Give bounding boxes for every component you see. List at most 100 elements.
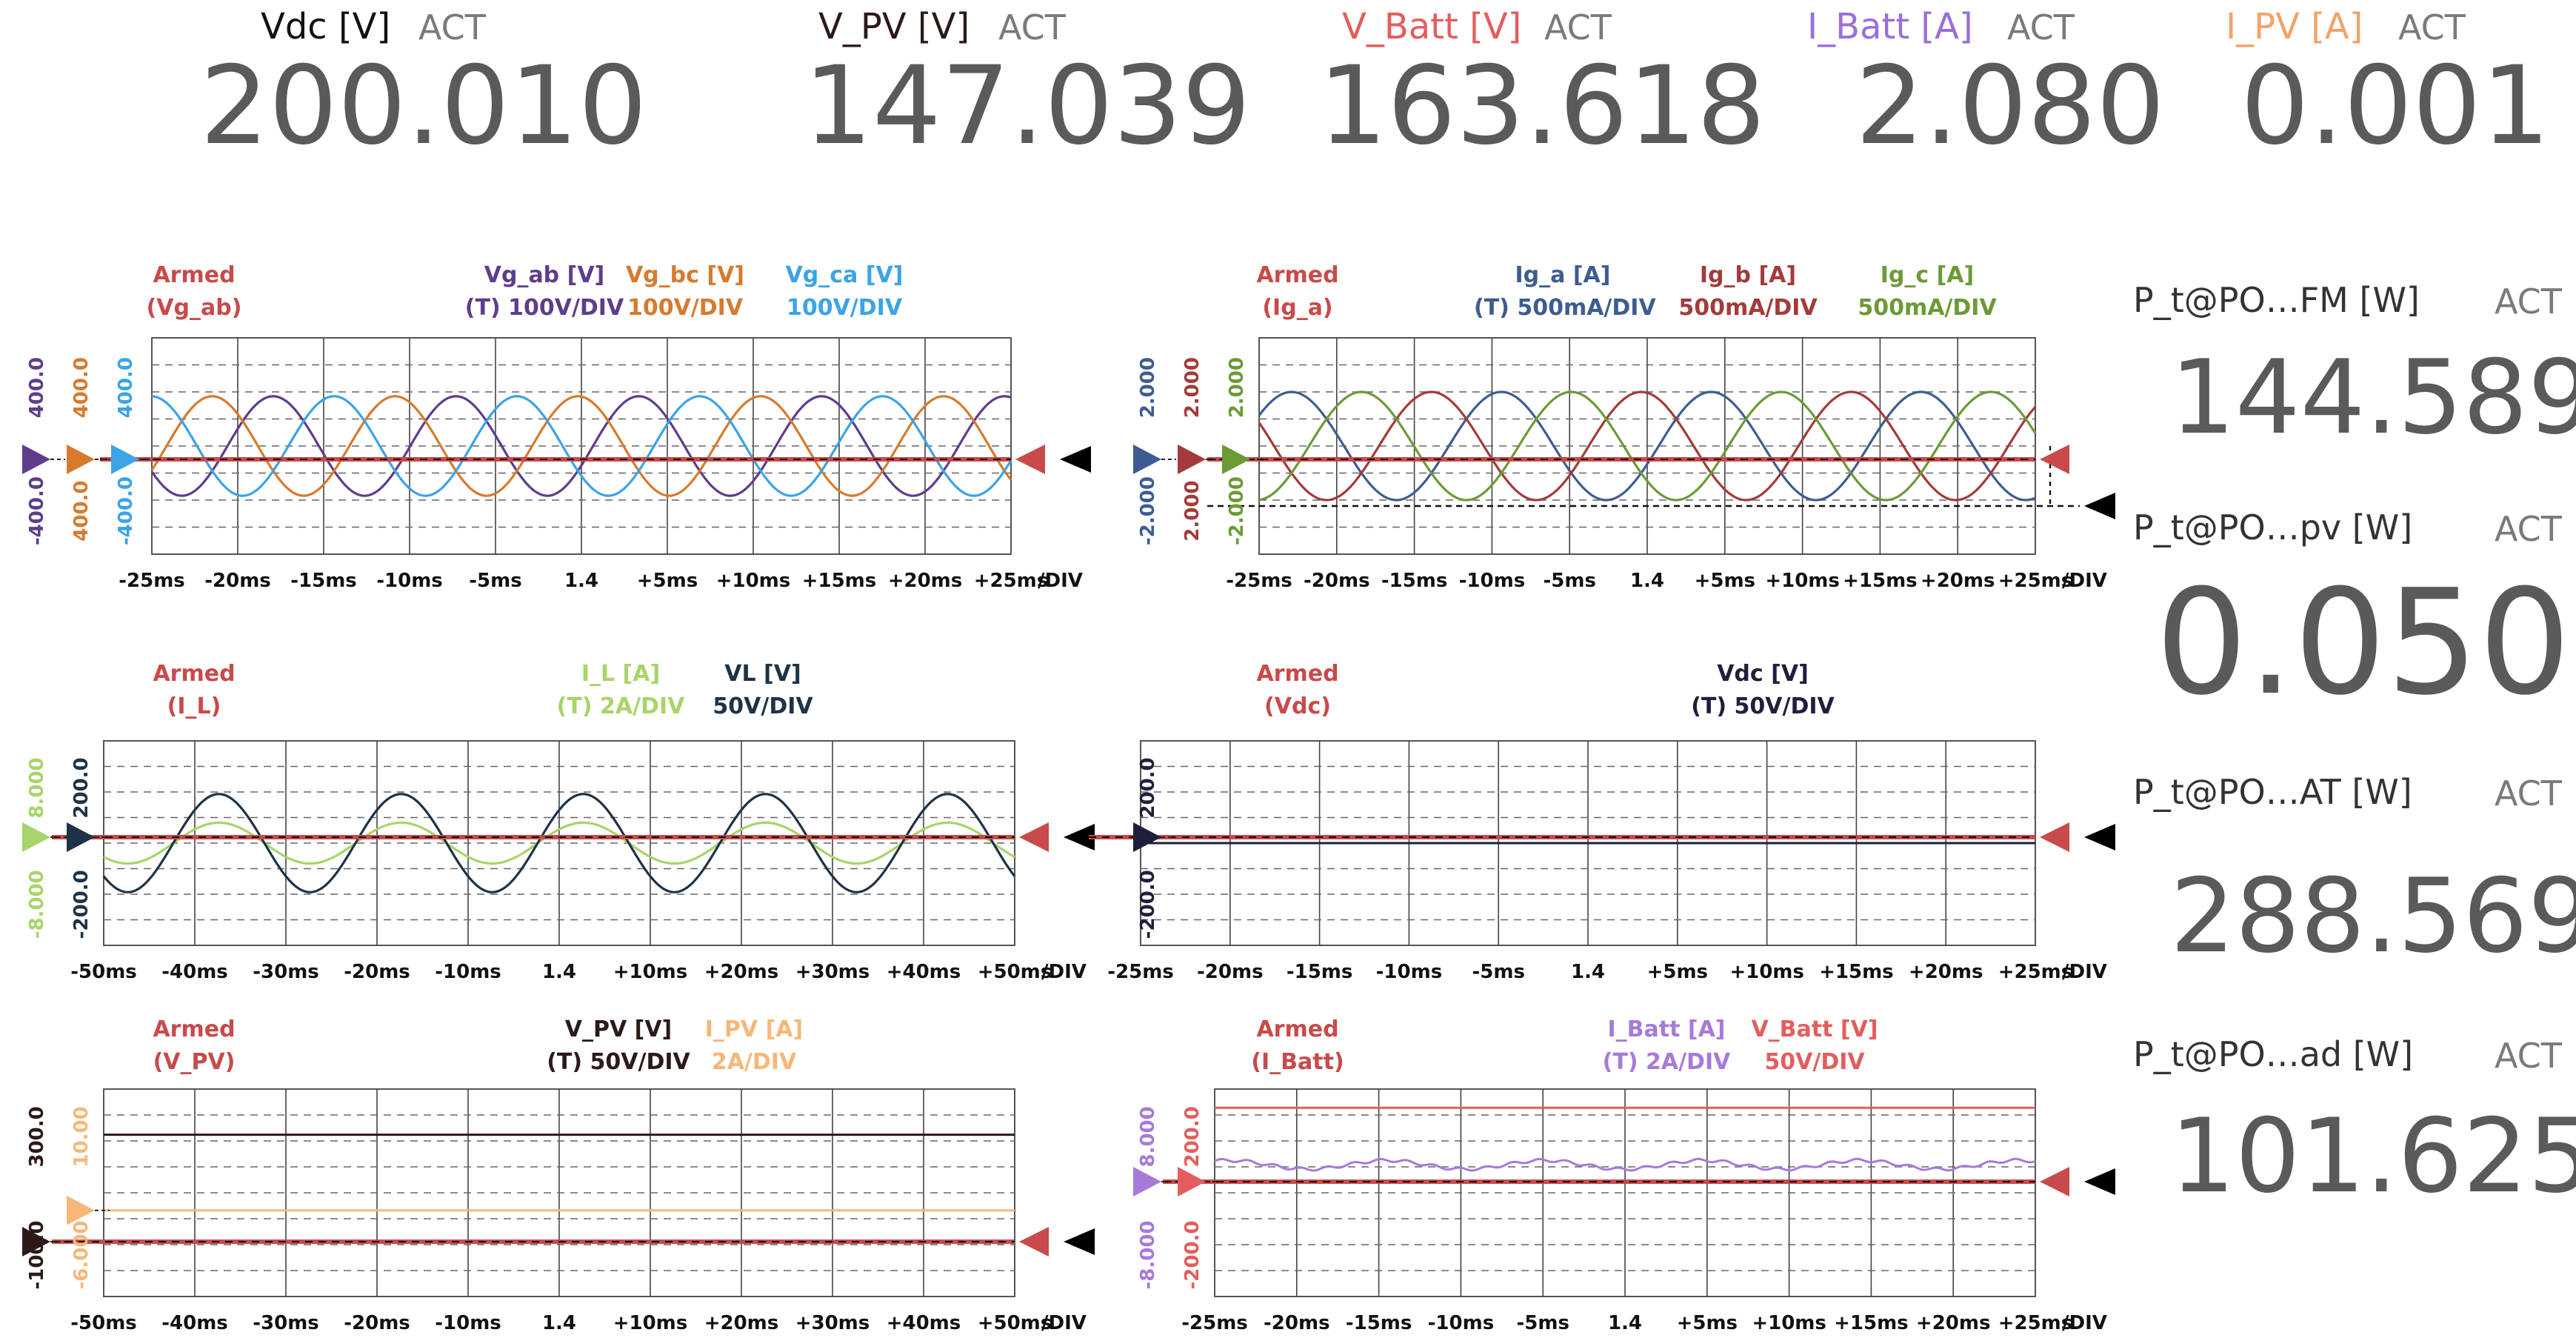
x-tick-label: -10ms — [1459, 570, 1526, 592]
channel-marker[interactable] — [1133, 822, 1161, 852]
channel-marker[interactable] — [22, 445, 50, 474]
channel-label: V_Batt [V] 50V/DIV — [1751, 1016, 1878, 1075]
trigger-status: Armed (I_L) — [153, 661, 236, 719]
x-tick-label: +10ms — [613, 1312, 688, 1334]
trigger-status: Armed (V_PV) — [153, 1016, 236, 1075]
x-tick-label: -25ms — [1181, 1312, 1248, 1334]
trigger-marker[interactable] — [2040, 445, 2069, 474]
x-tick-label: +15ms — [1819, 961, 1894, 983]
level-marker[interactable] — [1064, 1228, 1095, 1255]
scope-panel-vg[interactable]: 400.0 -400.0 400.0 400.0 400.0 -400.0 -25ms -20… — [22, 337, 1091, 592]
x-tick-label: +20ms — [1909, 961, 1983, 983]
trigger-marker[interactable] — [1019, 822, 1049, 852]
channel-marker[interactable] — [1133, 445, 1161, 474]
level-marker[interactable] — [1064, 824, 1095, 851]
meter-act: ACT — [2007, 7, 2075, 47]
y-axis-bottom-label: -6.000 — [70, 1220, 93, 1289]
x-tick-label: +5ms — [1647, 961, 1708, 983]
x-tick-label: -10ms — [1376, 961, 1443, 983]
level-marker[interactable] — [2084, 1168, 2115, 1195]
meter-act: ACT — [1544, 7, 1612, 47]
trigger-marker[interactable] — [1015, 445, 1045, 474]
meter-label: V_Batt [V] — [1342, 6, 1522, 47]
x-tick-label: +40ms — [887, 961, 961, 983]
x-tick-label: +20ms — [888, 570, 963, 592]
x-tick-label: 1.4 — [564, 570, 598, 592]
channel-marker[interactable] — [22, 1227, 50, 1257]
y-axis-bottom-label: -200.0 — [1181, 1220, 1204, 1289]
x-tick-label: -20ms — [344, 961, 410, 983]
x-tick-label: 1.4 — [542, 961, 576, 983]
trigger-marker[interactable] — [2040, 822, 2069, 852]
channel-marker[interactable] — [67, 445, 95, 474]
div-label: /DIV — [2062, 961, 2107, 983]
trace — [102, 793, 1016, 893]
y-axis-bottom-label: -200.0 — [70, 870, 93, 939]
level-marker[interactable] — [1060, 446, 1091, 473]
scope-panel-pv[interactable]: 300.0 -100.0 10.00 -6.000 -50ms -40ms -30ms -20… — [22, 1088, 1095, 1334]
meter-value: 200.010 — [200, 43, 647, 169]
x-tick-label: +15ms — [1834, 1312, 1909, 1334]
y-axis-top-label: 300.0 — [26, 1106, 48, 1167]
channel-label: Ig_b [A] 500mA/DIV — [1678, 262, 1818, 321]
y-axis-bottom-label: 2.000 — [1181, 480, 1204, 541]
y-axis-top-label: 2.000 — [1137, 357, 1159, 418]
x-tick-label: -5ms — [1472, 961, 1524, 983]
meter-label: I_PV [A] — [2226, 6, 2363, 47]
y-axis-top-label: 400.0 — [70, 357, 93, 418]
meter-value: 0.001 — [2240, 43, 2550, 169]
scope-panel-vdc[interactable]: 200.0 -200.0 -25ms -20ms -15ms -10ms -5ms 1.4 +5… — [1089, 740, 2115, 983]
channel-marker[interactable] — [1178, 1167, 1206, 1196]
channel-label: I_L [A] (T) 2A/DIV — [556, 661, 685, 719]
x-tick-label: -25ms — [1226, 570, 1292, 592]
level-marker[interactable] — [2084, 493, 2115, 519]
meter-act: ACT — [418, 7, 486, 47]
trace — [150, 395, 1012, 497]
meter-act: ACT — [2495, 282, 2562, 322]
trace — [1258, 390, 2037, 502]
trigger-marker[interactable] — [1019, 1227, 1049, 1257]
meter-label: P_t@PO…FM [W] — [2133, 280, 2420, 320]
channel-marker[interactable] — [1222, 445, 1250, 474]
trigger-status: Armed (Ig_a) — [1256, 262, 1339, 321]
channel-label: Vdc [V] (T) 50V/DIV — [1691, 661, 1835, 719]
trace — [1258, 390, 2037, 502]
x-tick-label: -15ms — [1381, 570, 1448, 592]
y-axis-top-label: 200.0 — [1137, 757, 1159, 818]
x-tick-label: +40ms — [887, 1312, 961, 1334]
scope-panel-batt[interactable]: 8.000 -8.000 200.0 -200.0 -25ms -20ms -15ms -10… — [1133, 1088, 2115, 1334]
channel-label: I_PV [A] 2A/DIV — [704, 1016, 804, 1075]
x-tick-label: -20ms — [1304, 570, 1370, 592]
x-tick-label: -20ms — [344, 1312, 410, 1334]
channel-label: Vg_bc [V] 100V/DIV — [625, 262, 745, 321]
x-tick-label: -5ms — [469, 570, 521, 592]
channel-marker[interactable] — [1133, 1167, 1161, 1196]
channel-marker[interactable] — [67, 822, 95, 852]
x-tick-label: +25ms — [1998, 961, 2073, 983]
level-marker[interactable] — [2084, 824, 2115, 851]
x-tick-label: -15ms — [1346, 1312, 1412, 1334]
x-tick-label: +25ms — [974, 570, 1049, 592]
x-tick-label: -20ms — [1197, 961, 1264, 983]
channel-marker[interactable] — [111, 445, 139, 474]
meter-act: ACT — [2495, 773, 2562, 813]
div-label: /DIV — [2062, 570, 2107, 592]
channel-marker[interactable] — [67, 1195, 95, 1225]
meter-label: I_Batt [A] — [1807, 6, 1973, 47]
y-axis-top-label: 200.0 — [1181, 1106, 1204, 1167]
meter-act: ACT — [2398, 7, 2466, 47]
channel-marker[interactable] — [22, 822, 50, 852]
trigger-marker[interactable] — [2040, 1167, 2069, 1196]
channel-marker[interactable] — [1178, 445, 1206, 474]
y-axis-top-label: 2.000 — [1226, 357, 1248, 418]
x-tick-label: 1.4 — [1630, 570, 1664, 592]
trace — [151, 395, 1012, 497]
scope-panel-il[interactable]: 8.000 -8.000 200.0 -200.0 -50ms -40ms -30ms -20… — [22, 740, 1095, 983]
scope-panel-ig[interactable]: 2.000 -2.000 2.000 2.000 2.000 -2.000 -25ms -20… — [1133, 337, 2115, 592]
channel-label: V_PV [V] (T) 50V/DIV — [547, 1016, 690, 1075]
div-label: /DIV — [2062, 1312, 2107, 1334]
trace — [150, 395, 1012, 497]
x-tick-label: +25ms — [1998, 1312, 2073, 1334]
y-axis-top-label: 200.0 — [70, 757, 93, 818]
y-axis-top-label: 400.0 — [26, 357, 48, 418]
